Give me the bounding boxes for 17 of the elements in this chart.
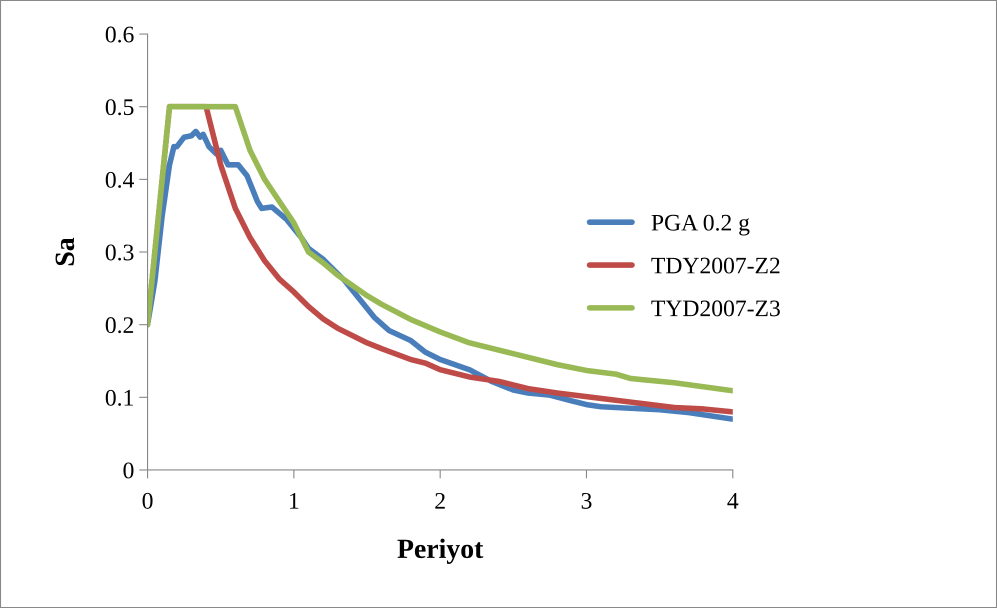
x-tick-label: 2 <box>435 492 445 509</box>
y-tick-label: 0 <box>123 462 134 478</box>
y-axis-title: Sa <box>56 238 74 266</box>
x-tick-label: 3 <box>582 492 592 509</box>
y-tick-label: 0.6 <box>106 26 134 43</box>
legend-label: TDY2007-Z2 <box>651 258 780 274</box>
y-tick-label: 0.1 <box>106 390 133 406</box>
y-tick-label: 0.2 <box>106 317 134 334</box>
x-tick-label: 1 <box>290 493 298 509</box>
y-tick-label: 0.3 <box>106 244 134 261</box>
x-tick-label: 4 <box>727 493 738 509</box>
y-tick-label: 0.5 <box>106 99 134 116</box>
legend-label: TYD2007-Z3 <box>651 300 780 316</box>
x-tick-label: 0 <box>142 492 153 509</box>
y-tick-label: 0.4 <box>106 172 134 188</box>
x-axis-title: Periyot <box>397 538 484 564</box>
legend-label: PGA 0.2 g <box>652 214 750 236</box>
